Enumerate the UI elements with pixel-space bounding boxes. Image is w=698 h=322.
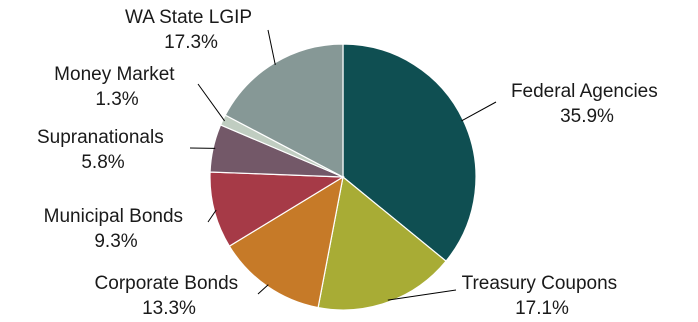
leader-lines xyxy=(189,29,497,301)
label-corporate-bonds: Corporate Bonds 13.3% xyxy=(95,273,244,319)
slice-name: Municipal Bonds xyxy=(44,206,183,227)
label-supranationals: Supranationals 5.8% xyxy=(37,127,169,173)
slice-name: Corporate Bonds xyxy=(95,273,239,294)
leader-line xyxy=(207,209,217,223)
slice-value: 1.3% xyxy=(95,89,138,110)
label-treasury-coupons: Treasury Coupons 17.1% xyxy=(462,273,623,319)
leader-line xyxy=(267,29,276,66)
label-federal-agencies: Federal Agencies 35.9% xyxy=(511,81,663,127)
slice-value: 17.1% xyxy=(515,298,569,319)
pie-slices xyxy=(209,43,477,311)
slice-name: Federal Agencies xyxy=(511,81,658,102)
leader-line xyxy=(197,83,226,122)
slice-value: 17.3% xyxy=(164,32,218,53)
slice-value: 35.9% xyxy=(560,106,614,127)
slice-name: Money Market xyxy=(54,64,175,85)
slice-name: Supranationals xyxy=(37,127,164,148)
slice-value: 5.8% xyxy=(81,152,124,173)
slice-name: WA State LGIP xyxy=(125,7,252,28)
leader-line xyxy=(387,289,457,301)
label-money-market: Money Market 1.3% xyxy=(54,64,180,110)
leader-line xyxy=(257,284,269,295)
leader-line xyxy=(461,101,497,122)
pie-slice-municipal-bonds xyxy=(209,171,346,247)
slice-name: Treasury Coupons xyxy=(462,273,618,294)
pie-slice-wa-state-lgip xyxy=(224,43,344,178)
label-municipal-bonds: Municipal Bonds 9.3% xyxy=(44,206,189,252)
pie-slice-corporate-bonds xyxy=(228,175,344,309)
slice-value: 13.3% xyxy=(142,298,196,319)
pie-slice-treasury-coupons xyxy=(317,175,447,311)
slice-value: 9.3% xyxy=(94,231,137,252)
label-wa-state-lgip: WA State LGIP 17.3% xyxy=(125,7,257,53)
